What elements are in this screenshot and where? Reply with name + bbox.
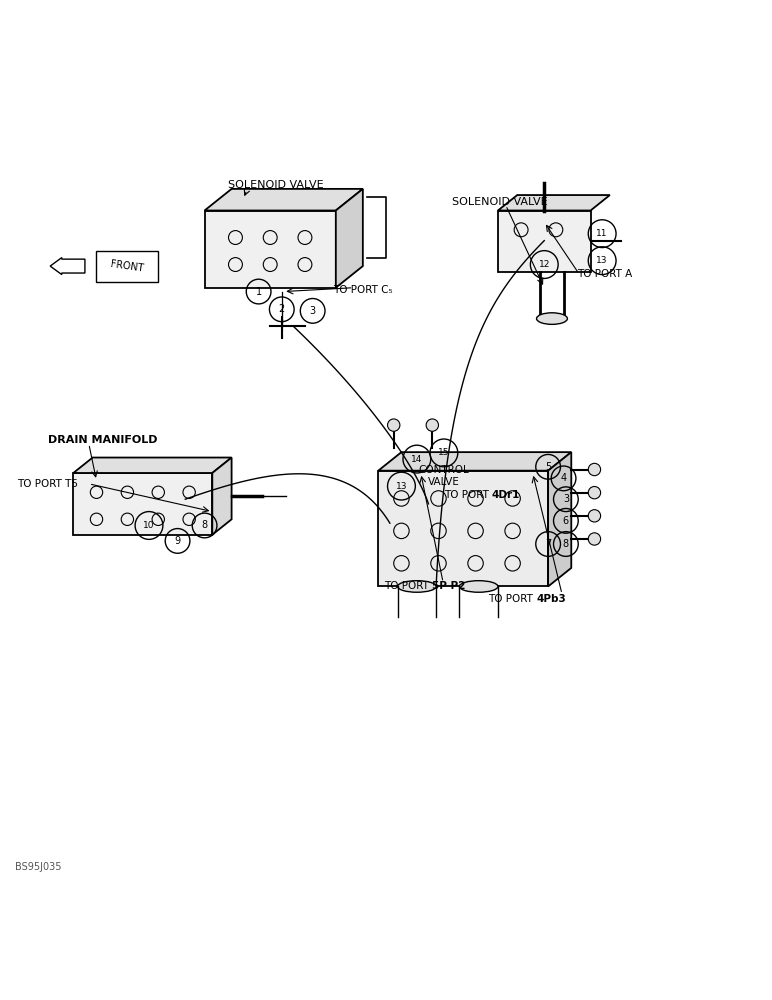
Text: 13: 13 [597,256,608,265]
Text: DRAIN MANIFOLD: DRAIN MANIFOLD [48,435,157,445]
Circle shape [588,486,601,499]
Text: 4Pb3: 4Pb3 [537,594,567,604]
Text: 2: 2 [279,304,285,314]
Polygon shape [378,452,571,471]
Polygon shape [212,458,232,535]
Text: 6: 6 [563,516,569,526]
Polygon shape [73,458,232,473]
Polygon shape [548,452,571,586]
Text: 3: 3 [563,494,569,504]
Circle shape [588,510,601,522]
Polygon shape [378,471,548,586]
Text: 13: 13 [396,482,407,491]
Circle shape [588,463,601,476]
Text: 8: 8 [201,520,208,530]
Text: TO PORT: TO PORT [384,581,432,591]
Text: BS95J035: BS95J035 [15,862,62,872]
Text: TO PORT: TO PORT [444,490,492,500]
Polygon shape [205,189,363,211]
Text: 12: 12 [539,260,550,269]
Text: 9: 9 [174,536,181,546]
Ellipse shape [459,581,498,592]
Text: 11: 11 [597,229,608,238]
Circle shape [426,419,438,431]
FancyArrow shape [50,258,85,275]
Polygon shape [498,211,591,272]
Text: FRONT: FRONT [110,259,144,273]
Text: SOLENOID VALVE: SOLENOID VALVE [228,180,323,190]
Text: 10: 10 [144,521,154,530]
Text: 3: 3 [310,306,316,316]
Text: TO PORT A: TO PORT A [577,269,633,279]
Text: CONTROL
VALVE: CONTROL VALVE [418,465,469,487]
Text: 8: 8 [563,539,569,549]
Ellipse shape [398,581,436,592]
Text: 14: 14 [411,455,422,464]
Polygon shape [73,473,212,535]
Text: 7: 7 [545,539,551,549]
Polygon shape [336,189,363,288]
Text: 5: 5 [545,462,551,472]
Text: TO PORT T5: TO PORT T5 [17,479,78,489]
Circle shape [388,419,400,431]
Text: TO PORT: TO PORT [489,594,537,604]
Text: 5P P2: 5P P2 [432,581,466,591]
Polygon shape [498,195,610,211]
Text: 4: 4 [560,473,567,483]
Text: TO PORT C₅: TO PORT C₅ [334,285,393,295]
Ellipse shape [537,313,567,324]
Text: SOLENOID VALVE: SOLENOID VALVE [452,197,547,207]
Text: 15: 15 [438,448,449,457]
Circle shape [588,533,601,545]
Text: 1: 1 [256,287,262,297]
Polygon shape [205,211,336,288]
Text: 4Dr1: 4Dr1 [492,490,520,500]
